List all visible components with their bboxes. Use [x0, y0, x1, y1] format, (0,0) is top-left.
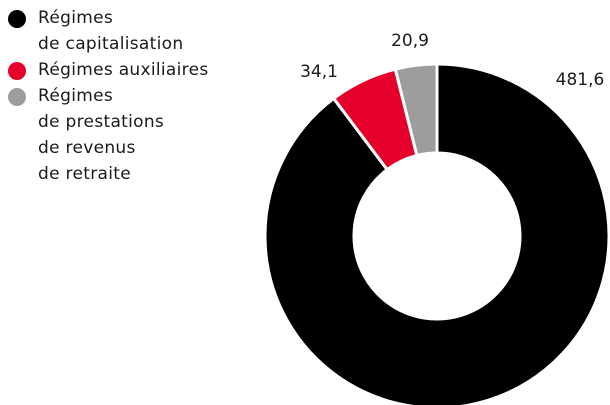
legend-label-capitalisation: Régimes de capitalisation: [38, 8, 184, 54]
legend-swatch-prestations: [8, 88, 26, 106]
legend-swatch-capitalisation: [8, 10, 26, 28]
donut-slice-0: [263, 62, 610, 405]
donut-slices: [263, 62, 610, 405]
legend-item-capitalisation: Régimes de capitalisation: [8, 5, 258, 57]
slice-value-label-1: 34,1: [300, 62, 338, 82]
donut-slice-2: [393, 62, 439, 157]
slice-value-label-0: 481,6: [556, 70, 605, 90]
legend-label-prestations: Régimes de prestations de revenus de ret…: [38, 86, 165, 184]
legend-item-auxiliaires: Régimes auxiliaires: [8, 57, 258, 83]
slice-value-label-2: 20,9: [391, 31, 429, 51]
legend-label-auxiliaires: Régimes auxiliaires: [38, 60, 209, 80]
legend-item-prestations: Régimes de prestations de revenus de ret…: [8, 83, 258, 187]
legend-swatch-auxiliaires: [8, 62, 26, 80]
legend: Régimes de capitalisation Régimes auxili…: [8, 5, 258, 187]
donut-value-labels: 481,6 34,1 20,9: [300, 31, 604, 90]
